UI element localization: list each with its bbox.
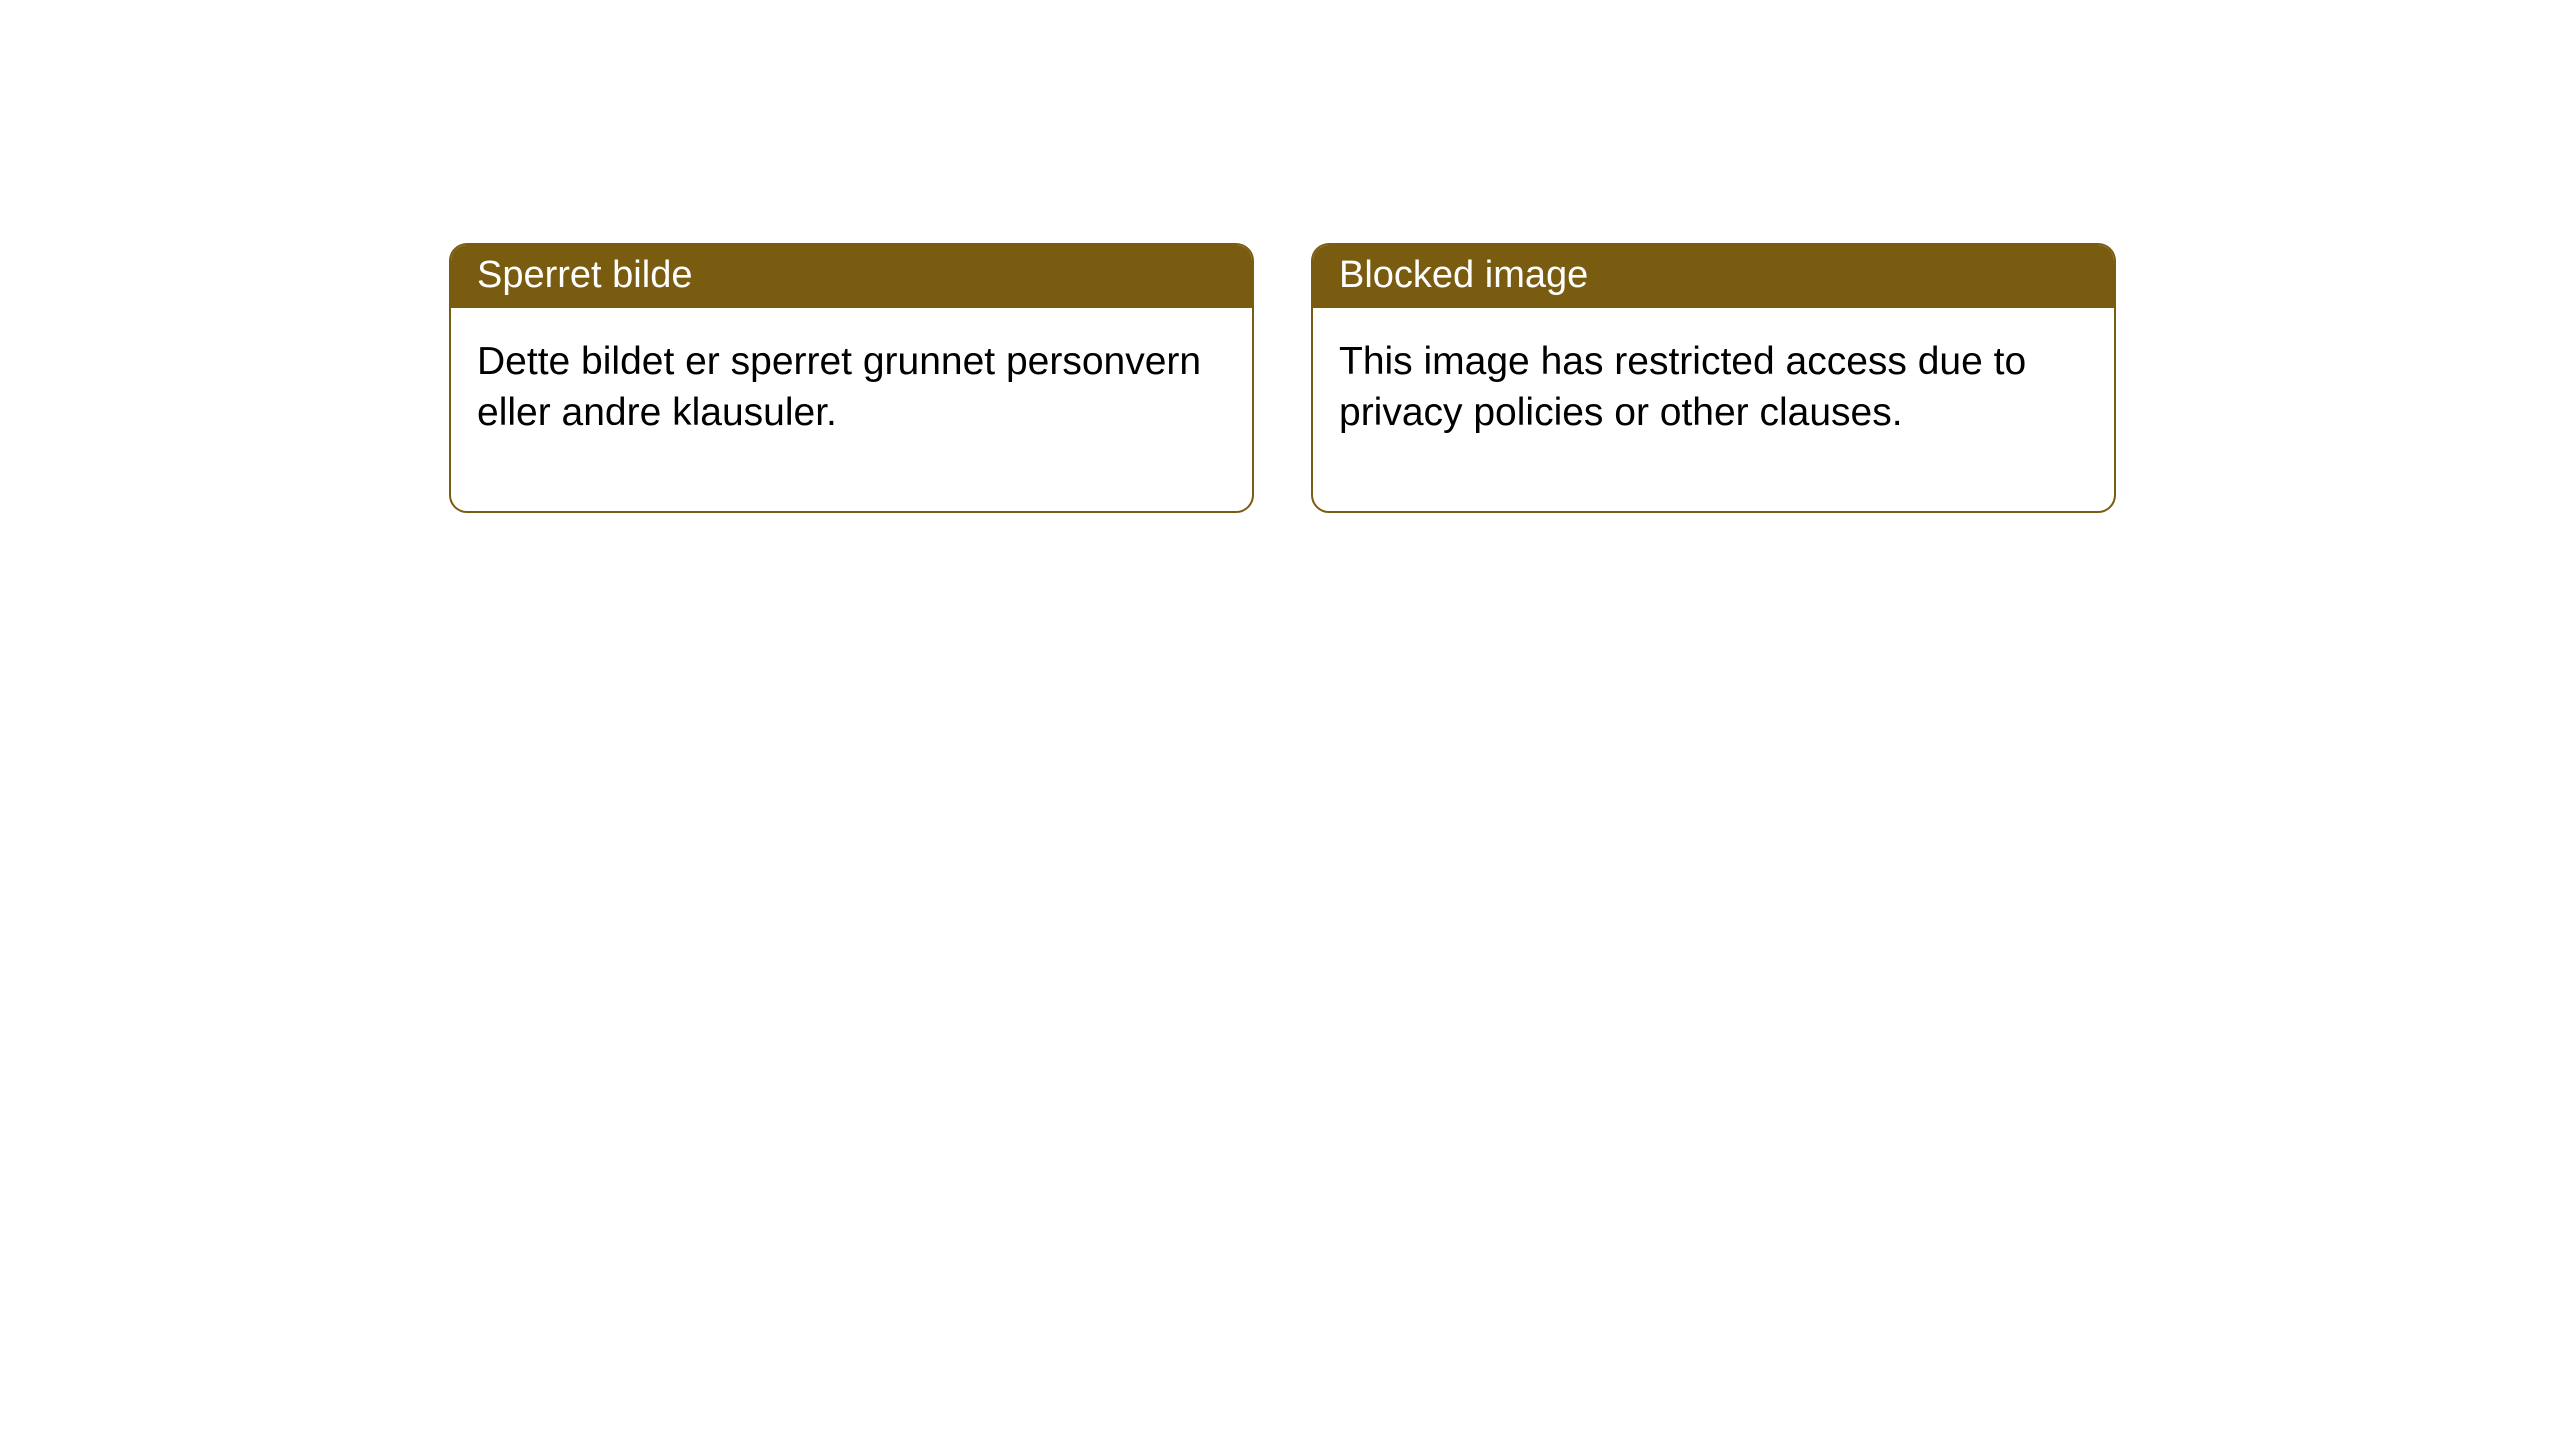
notice-header-en: Blocked image bbox=[1313, 245, 2114, 308]
notice-body-en: This image has restricted access due to … bbox=[1313, 308, 2114, 511]
notice-card-en: Blocked image This image has restricted … bbox=[1311, 243, 2116, 513]
notice-cards-container: Sperret bilde Dette bildet er sperret gr… bbox=[449, 243, 2116, 513]
notice-body-no: Dette bildet er sperret grunnet personve… bbox=[451, 308, 1252, 511]
notice-card-no: Sperret bilde Dette bildet er sperret gr… bbox=[449, 243, 1254, 513]
notice-header-no: Sperret bilde bbox=[451, 245, 1252, 308]
